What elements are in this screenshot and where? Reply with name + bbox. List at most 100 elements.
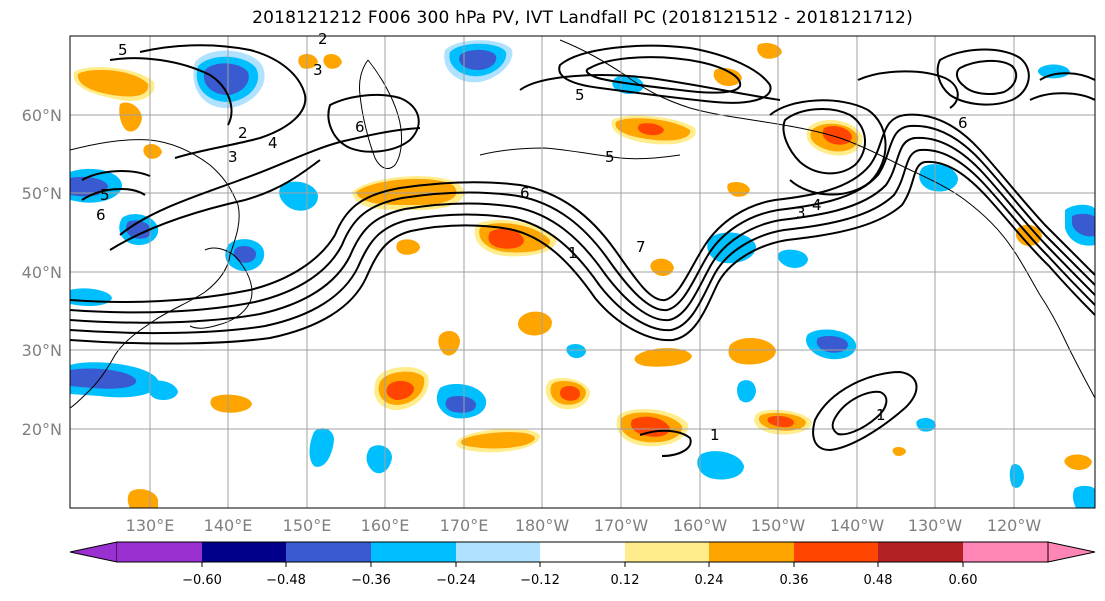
contour-label: 4 <box>812 196 822 214</box>
negative-anomaly-patch <box>566 344 586 359</box>
contour-label: 5 <box>575 86 585 104</box>
negative-anomaly-patch <box>309 428 334 467</box>
pv-contour <box>70 136 1095 324</box>
pv-contour <box>812 370 918 452</box>
lat-label: 30°N <box>22 341 62 360</box>
negative-anomaly-patch <box>147 380 178 400</box>
lon-label: 180°W <box>515 516 570 535</box>
negative-anomaly-patch <box>805 329 857 360</box>
contour-label: 5 <box>605 148 615 166</box>
alaska-coastline <box>559 39 1041 296</box>
positive-anomaly-patch <box>1064 454 1092 470</box>
positive-anomaly-patch <box>396 239 420 255</box>
colorbar-segment <box>794 542 878 562</box>
positive-anomaly-patch <box>634 348 692 367</box>
pv-contour <box>585 56 742 94</box>
pv-contour <box>1029 92 1095 101</box>
coastlines <box>70 39 1095 409</box>
pv-contour <box>109 57 233 126</box>
colorbar-tick-label: −0.48 <box>266 573 306 588</box>
pv-contour <box>139 44 307 159</box>
positive-anomaly-patch <box>298 54 318 69</box>
positive-anomaly-patch <box>474 219 557 257</box>
pv-contour <box>119 127 421 236</box>
positive-anomaly-patch <box>611 115 696 145</box>
negative-anomaly-patch <box>436 384 487 419</box>
positive-anomaly-patch <box>754 409 812 435</box>
negative-anomaly-patch <box>225 239 265 272</box>
colorbar-tick-label: 0.60 <box>949 573 978 588</box>
longitude-labels: 130°E 140°E 150°E 160°E 170°E 180°W 170°… <box>126 516 1042 535</box>
negative-anomaly-patch <box>778 249 808 268</box>
negative-anomaly-patch <box>1072 485 1095 508</box>
negative-anomaly-patch <box>1037 64 1070 79</box>
contour-label: 6 <box>520 184 530 202</box>
colorbar-extend-low <box>69 541 118 563</box>
pv-contour <box>81 188 146 201</box>
pv-contour <box>70 148 1095 335</box>
contour-labels: 5 2 3 2 3 4 5 6 6 5 6 1 3 4 5 7 6 1 1 <box>96 30 968 444</box>
lon-label: 120°W <box>987 516 1042 535</box>
pv-contour <box>70 113 1095 303</box>
negative-anomaly-patch <box>1065 204 1095 246</box>
colorbar-tick-label: 0.24 <box>695 573 724 588</box>
lon-label: 130°E <box>126 516 175 535</box>
contour-label: 5 <box>100 186 110 204</box>
negative-anomaly-patch <box>366 445 392 474</box>
pv-contour <box>70 160 1095 345</box>
lon-label: 170°W <box>594 516 649 535</box>
colorbar-segment <box>878 542 963 562</box>
aleutian-islands <box>479 147 681 160</box>
lon-label: 170°E <box>440 516 489 535</box>
colorbar-tick-label: −0.12 <box>520 573 560 588</box>
colorbar-segment <box>963 542 1048 562</box>
positive-anomaly-patch <box>545 377 590 410</box>
contour-label: 1 <box>710 426 720 444</box>
colorbar-tick-label: −0.60 <box>182 573 222 588</box>
lon-label: 140°W <box>830 516 885 535</box>
positive-anomaly-patch <box>323 54 342 69</box>
colorbar-segment <box>286 542 371 562</box>
lon-label: 150°E <box>283 516 332 535</box>
lon-label: 160°E <box>361 516 410 535</box>
contour-label: 3 <box>796 204 806 222</box>
pv-contour <box>1039 72 1095 81</box>
positive-anomaly-patch <box>728 337 776 365</box>
negative-anomaly-patch <box>1009 464 1024 488</box>
pv-contour <box>831 390 888 436</box>
colorbar-segment <box>117 542 202 562</box>
colorbar-tick-label: 0.36 <box>780 573 809 588</box>
pv-contour <box>70 124 1095 314</box>
lon-label: 150°W <box>751 516 806 535</box>
negative-anomaly-patch <box>612 75 644 94</box>
kamchatka-coastline <box>359 59 403 169</box>
contour-label: 6 <box>355 118 365 136</box>
contour-label: 4 <box>268 134 278 152</box>
lat-label: 40°N <box>22 263 62 282</box>
colorbar-segment <box>202 542 286 562</box>
lon-label: 130°W <box>908 516 963 535</box>
pv-contour <box>936 48 1030 106</box>
positive-anomaly-patch <box>73 67 155 132</box>
negative-anomaly-patch <box>919 164 958 192</box>
contour-label: 5 <box>118 41 128 59</box>
positive-anomaly-patch <box>892 447 906 456</box>
pv-contour <box>519 74 781 101</box>
positive-anomaly-patch <box>713 68 742 86</box>
colorbar-segment <box>709 542 794 562</box>
colorbar-extend-high <box>1047 541 1096 563</box>
colorbar-segment <box>625 542 709 562</box>
positive-anomaly-patch <box>374 366 429 410</box>
positive-anomaly-patch <box>518 311 552 336</box>
colorbar-segment <box>371 542 456 562</box>
contour-label: 6 <box>96 206 106 224</box>
contour-label: 2 <box>318 30 328 48</box>
contour-label: 1 <box>568 244 578 262</box>
colorbar-ticks <box>201 562 964 567</box>
lon-label: 140°E <box>204 516 253 535</box>
north-america-coastline <box>1039 294 1095 399</box>
positive-anomaly-patch <box>143 144 162 159</box>
pv-contour <box>81 170 151 181</box>
colorbar-tick-label: 0.48 <box>864 573 893 588</box>
map-title: 2018121212 F006 300 hPa PV, IVT Landfall… <box>252 8 913 28</box>
